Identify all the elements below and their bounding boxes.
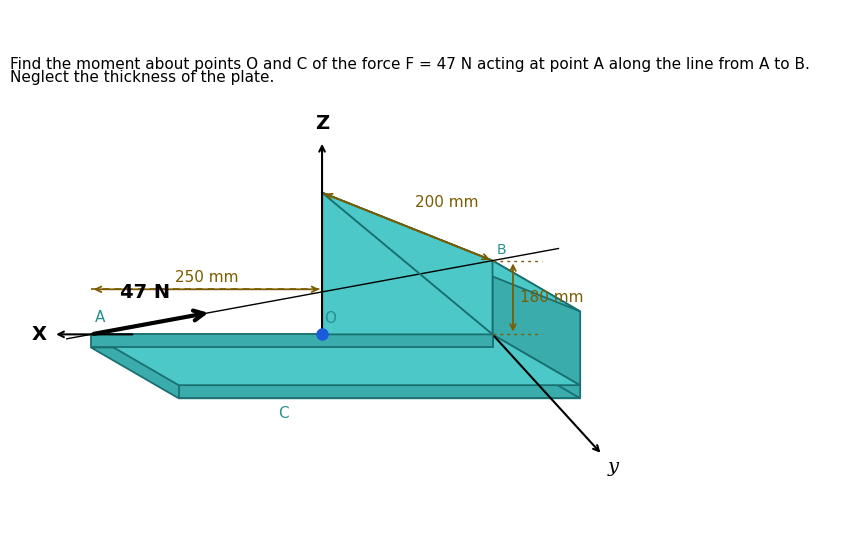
- Polygon shape: [492, 335, 580, 398]
- Text: y: y: [607, 458, 618, 476]
- Polygon shape: [91, 335, 492, 348]
- Text: A: A: [95, 310, 105, 324]
- Text: X: X: [31, 325, 47, 344]
- Polygon shape: [178, 385, 580, 398]
- Polygon shape: [91, 348, 580, 398]
- Text: Z: Z: [315, 114, 329, 133]
- Text: 200 mm: 200 mm: [415, 195, 479, 210]
- Polygon shape: [492, 261, 580, 385]
- Text: C: C: [278, 407, 290, 421]
- Text: B: B: [497, 243, 506, 257]
- Polygon shape: [322, 192, 580, 311]
- Text: Find the moment about points O and C of the force F = 47 N acting at point A alo: Find the moment about points O and C of …: [10, 57, 810, 72]
- Text: O: O: [324, 311, 336, 326]
- Text: 250 mm: 250 mm: [175, 270, 239, 285]
- Text: 47 N: 47 N: [120, 283, 170, 301]
- Polygon shape: [322, 192, 492, 335]
- Text: Neglect the thickness of the plate.: Neglect the thickness of the plate.: [10, 70, 274, 86]
- Polygon shape: [91, 335, 580, 385]
- Text: 180 mm: 180 mm: [520, 290, 583, 305]
